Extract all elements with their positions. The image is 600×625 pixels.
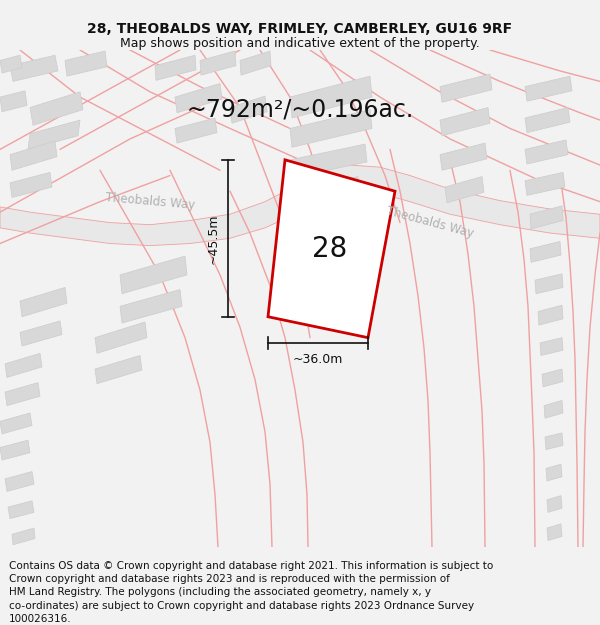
Polygon shape: [530, 241, 561, 262]
Text: ~45.5m: ~45.5m: [207, 213, 220, 264]
Polygon shape: [10, 173, 52, 198]
Polygon shape: [175, 84, 222, 112]
Text: 28, THEOBALDS WAY, FRIMLEY, CAMBERLEY, GU16 9RF: 28, THEOBALDS WAY, FRIMLEY, CAMBERLEY, G…: [88, 22, 512, 36]
Polygon shape: [445, 177, 484, 202]
Text: ~36.0m: ~36.0m: [293, 353, 343, 366]
Polygon shape: [290, 144, 367, 177]
Polygon shape: [5, 353, 42, 377]
Text: ~792m²/~0.196ac.: ~792m²/~0.196ac.: [187, 98, 413, 122]
Polygon shape: [525, 173, 565, 196]
Polygon shape: [538, 305, 563, 325]
Polygon shape: [5, 382, 40, 406]
Polygon shape: [545, 433, 563, 449]
Polygon shape: [10, 141, 57, 170]
Polygon shape: [200, 51, 236, 75]
Polygon shape: [230, 96, 267, 123]
Polygon shape: [440, 143, 487, 170]
Polygon shape: [20, 321, 62, 346]
Polygon shape: [544, 401, 563, 418]
Polygon shape: [525, 76, 572, 101]
Text: Theobalds Way: Theobalds Way: [385, 205, 475, 241]
Polygon shape: [440, 107, 490, 136]
Polygon shape: [525, 140, 568, 164]
Text: Theobalds Way: Theobalds Way: [105, 191, 195, 212]
Polygon shape: [290, 109, 372, 148]
Polygon shape: [12, 528, 35, 545]
Polygon shape: [8, 501, 34, 519]
Polygon shape: [120, 289, 182, 323]
Polygon shape: [28, 120, 80, 149]
Polygon shape: [0, 165, 600, 246]
Polygon shape: [525, 107, 570, 132]
Polygon shape: [530, 206, 563, 229]
Polygon shape: [0, 55, 22, 73]
Polygon shape: [268, 160, 395, 338]
Polygon shape: [20, 288, 67, 317]
Polygon shape: [240, 51, 271, 75]
Polygon shape: [0, 413, 32, 434]
Polygon shape: [95, 322, 147, 353]
Polygon shape: [290, 177, 360, 208]
Polygon shape: [0, 440, 30, 460]
Polygon shape: [30, 92, 83, 126]
Polygon shape: [65, 51, 107, 76]
Polygon shape: [546, 464, 562, 481]
Polygon shape: [547, 496, 562, 512]
Polygon shape: [155, 55, 196, 81]
Polygon shape: [290, 76, 372, 118]
Polygon shape: [5, 471, 34, 491]
Polygon shape: [120, 256, 187, 294]
Polygon shape: [535, 274, 563, 294]
Polygon shape: [95, 356, 142, 384]
Polygon shape: [10, 55, 58, 81]
Polygon shape: [540, 338, 563, 356]
Polygon shape: [175, 118, 217, 143]
Polygon shape: [0, 91, 27, 112]
Text: Contains OS data © Crown copyright and database right 2021. This information is : Contains OS data © Crown copyright and d…: [9, 561, 493, 624]
Text: Map shows position and indicative extent of the property.: Map shows position and indicative extent…: [120, 38, 480, 50]
Polygon shape: [440, 74, 492, 102]
Text: 28: 28: [313, 235, 347, 262]
Polygon shape: [547, 524, 562, 541]
Polygon shape: [542, 369, 563, 387]
